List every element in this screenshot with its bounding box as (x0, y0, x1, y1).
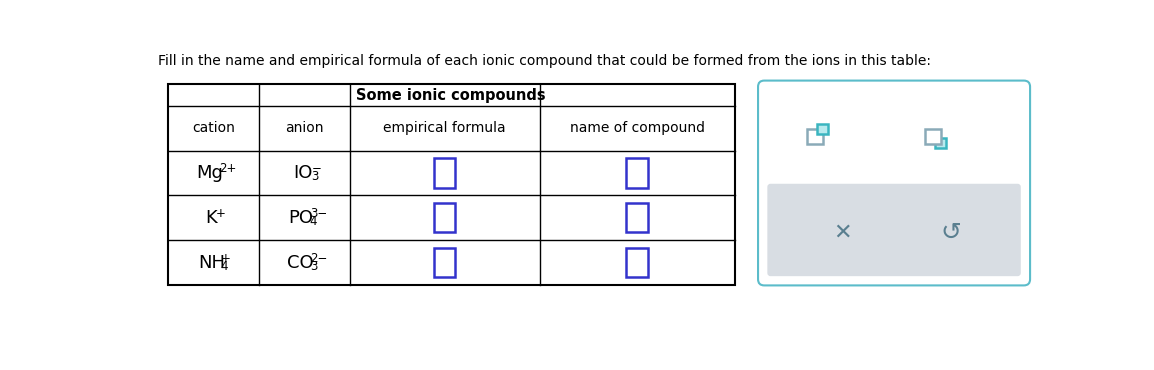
Bar (167, 84, 735, 285)
Bar (817, 124, 829, 134)
Text: 3: 3 (309, 260, 317, 273)
Bar (926, 129, 941, 145)
Bar (935, 138, 946, 148)
Bar (434, 203, 456, 232)
Text: Some ionic compounds: Some ionic compounds (357, 88, 546, 103)
Text: Fill in the name and empirical formula of each ionic compound that could be form: Fill in the name and empirical formula o… (158, 54, 931, 68)
Text: K: K (205, 209, 217, 227)
Bar (808, 129, 823, 145)
Text: −: − (312, 162, 322, 175)
Text: name of compound: name of compound (570, 121, 705, 135)
Text: +: + (216, 207, 226, 220)
FancyBboxPatch shape (758, 81, 1031, 285)
Text: 2+: 2+ (218, 162, 237, 175)
Text: NH: NH (198, 254, 225, 272)
Text: ✕: ✕ (833, 223, 852, 243)
Text: 2−: 2− (309, 252, 327, 265)
Text: Mg: Mg (196, 164, 223, 182)
FancyBboxPatch shape (767, 184, 1021, 276)
Bar (434, 158, 456, 188)
Bar (627, 158, 649, 188)
Text: empirical formula: empirical formula (383, 121, 505, 135)
Text: IO: IO (293, 164, 313, 182)
Text: PO: PO (288, 209, 313, 227)
Text: 4: 4 (309, 215, 317, 228)
Text: CO: CO (287, 254, 314, 272)
Bar (627, 203, 649, 232)
Text: 3: 3 (312, 170, 319, 183)
Text: +: + (220, 252, 231, 265)
Bar (434, 248, 456, 278)
Text: anion: anion (285, 121, 323, 135)
Bar (627, 248, 649, 278)
Text: cation: cation (192, 121, 234, 135)
Text: ↺: ↺ (941, 221, 961, 245)
Text: 4: 4 (220, 260, 228, 273)
Text: 3−: 3− (309, 207, 327, 220)
